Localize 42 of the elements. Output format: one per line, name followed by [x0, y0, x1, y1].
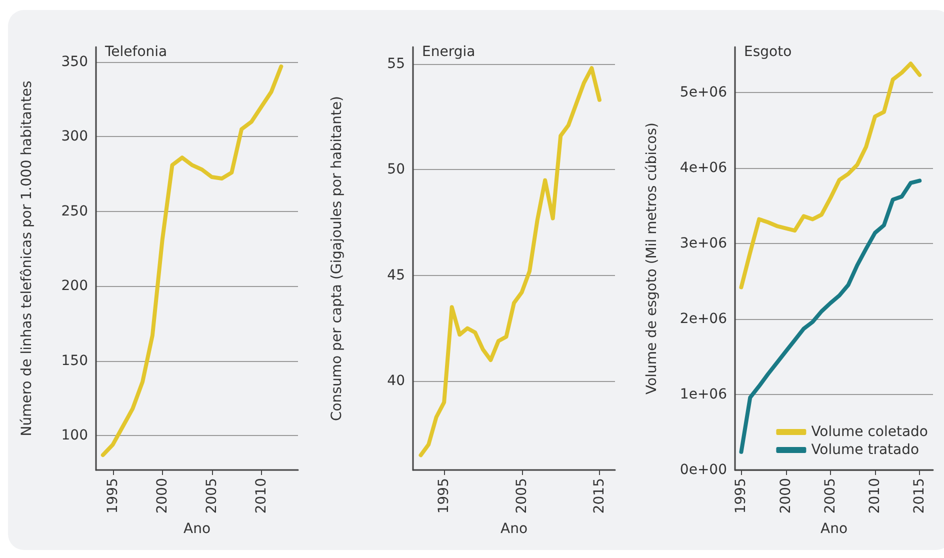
y-tick-label: 2e+06: [680, 310, 728, 327]
chart-title: Telefonia: [104, 44, 168, 60]
y-tick-label: 200: [61, 278, 88, 294]
x-tick-label: 2010: [867, 478, 884, 514]
y-axis-title: Número de linhas telefônicas por 1.000 habitantes: [19, 80, 35, 436]
legend-label: Volume tratado: [811, 442, 920, 458]
y-tick-label: 1e+06: [680, 386, 728, 402]
y-tick-label: 300: [61, 128, 88, 145]
x-tick-label: 2005: [514, 478, 530, 514]
y-axis-title: Volume de esgoto (Mil metros cúbicos): [644, 122, 660, 394]
y-tick-label: 4e+06: [680, 160, 728, 176]
y-axis-title: Consumo per capta (Gigajoules por habitante): [329, 96, 345, 422]
x-tick-label: 1995: [436, 478, 452, 514]
legend-label: Volume coletado: [811, 424, 928, 440]
y-tick-label: 50: [387, 162, 405, 178]
y-tick-label: 100: [61, 428, 88, 444]
line-series: [418, 66, 602, 458]
x-tick-label: 2000: [154, 478, 170, 514]
x-tick-label: 2015: [591, 478, 608, 514]
y-tick-label: 5e+06: [680, 84, 728, 100]
y-tick-label: 3e+06: [680, 235, 728, 252]
y-tick-label: 250: [61, 203, 88, 220]
x-tick-label: 2005: [822, 478, 838, 514]
chart-title: Esgoto: [744, 44, 792, 60]
y-tick-label: 150: [61, 352, 88, 369]
y-tick-label: 0e+00: [680, 462, 727, 478]
chart-title: Energia: [422, 44, 476, 60]
x-tick-label: 2005: [204, 478, 220, 514]
x-tick-label: 1995: [733, 478, 750, 514]
x-tick-label: 2010: [253, 478, 270, 514]
x-tick-label: 2015: [912, 478, 928, 514]
x-axis-title: Ano: [183, 521, 211, 537]
y-tick-label: 55: [387, 56, 405, 72]
line-series: [100, 64, 284, 458]
x-tick-label: 1995: [104, 478, 121, 514]
x-tick-label: 2000: [778, 478, 794, 514]
line-series: [739, 62, 922, 290]
y-tick-label: 350: [61, 54, 88, 70]
x-axis-title: Ano: [500, 521, 528, 537]
x-axis-title: Ano: [820, 521, 848, 537]
y-tick-label: 40: [387, 373, 405, 390]
y-tick-label: 45: [387, 267, 405, 284]
